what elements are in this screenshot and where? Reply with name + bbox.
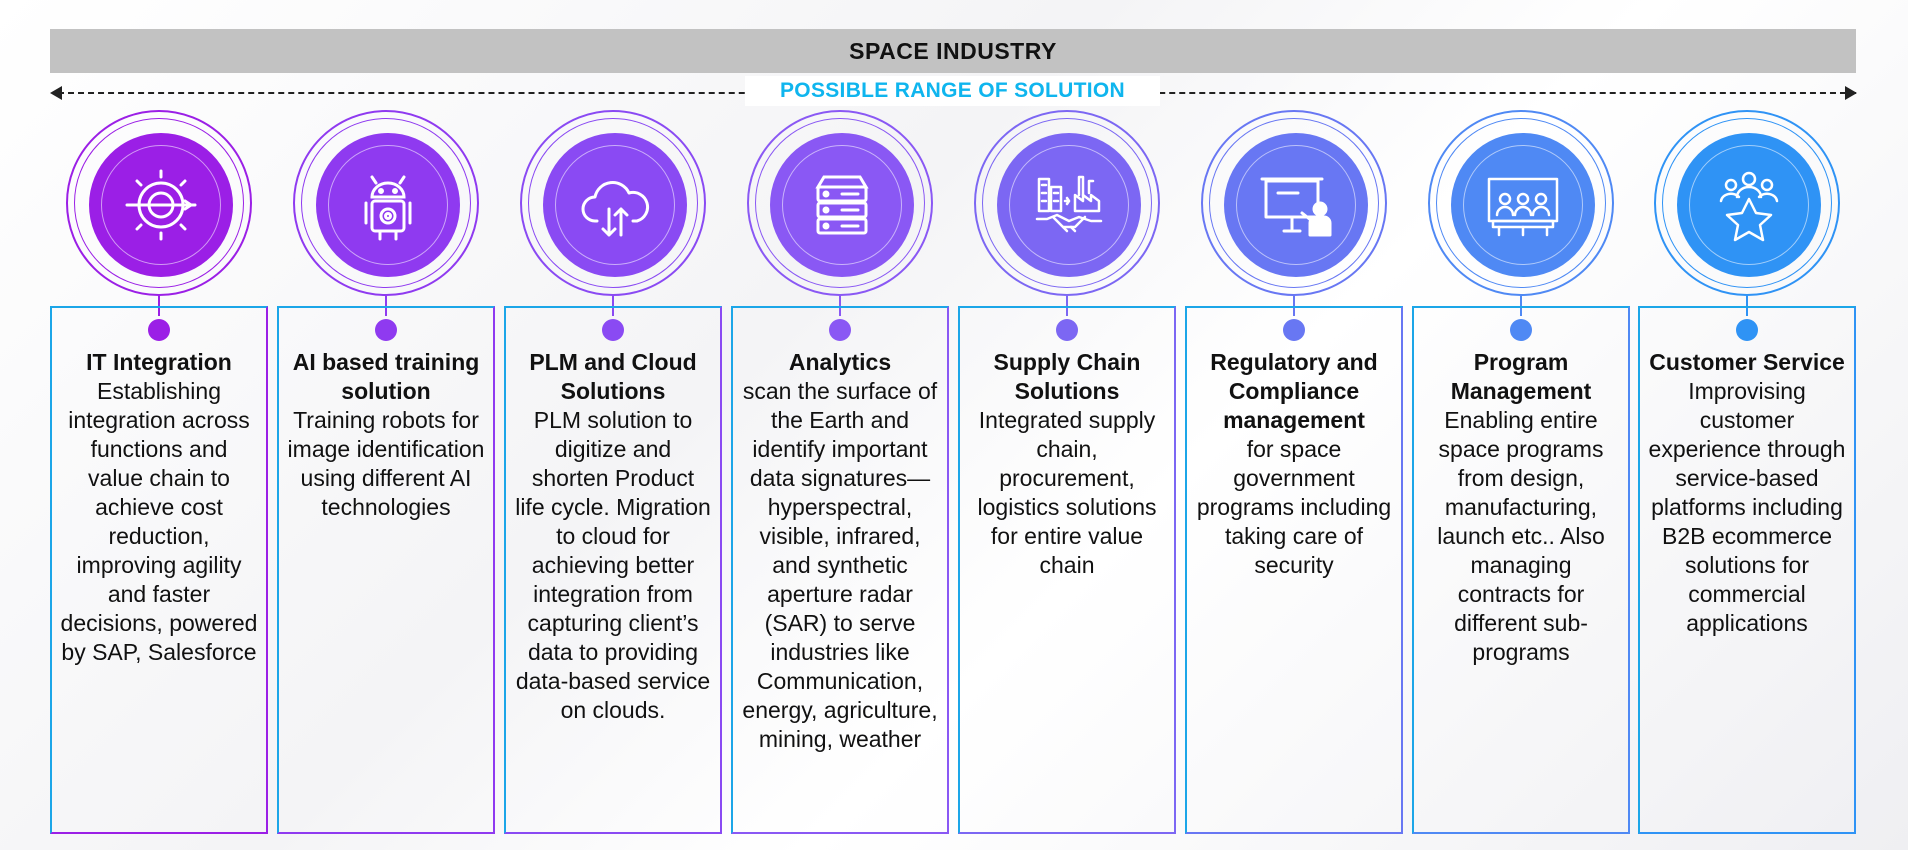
solution-box: IT Integration Establishing integration … [50,306,268,834]
icon-circle [293,110,479,296]
solution-description: scan the surface of the Earth and identi… [742,378,938,752]
connector-dot [1736,319,1758,341]
arrow-left-icon [50,86,62,100]
solution-box: Supply Chain Solutions Integrated supply… [958,306,1176,834]
solution-column-regulatory: Regulatory and Compliance management for… [1185,110,1403,834]
icon-circle [520,110,706,296]
solution-box: AI based training solution Training robo… [277,306,495,834]
connector-dot [829,319,851,341]
solution-title: AI based training solution [292,349,480,404]
connector-dot [1510,319,1532,341]
solution-title: IT Integration [86,349,232,375]
solution-column-analytics: Analytics scan the surface of the Earth … [731,110,949,834]
solution-title: Regulatory and Compliance management [1210,349,1378,433]
solution-description: PLM solution to digitize and shorten Pro… [515,407,711,723]
solution-column-program-management: Program Management Enabling entire space… [1412,110,1630,834]
presentation-board-icon [1260,177,1332,237]
solution-description: Establishing integration across function… [60,378,258,665]
solution-description: Training robots for image identification… [287,407,485,520]
solution-box: Analytics scan the surface of the Earth … [731,306,949,834]
arrow-right-icon [1845,86,1857,100]
solution-title: Program Management [1450,349,1592,404]
solution-column-plm-cloud: PLM and Cloud Solutions PLM solution to … [504,110,722,834]
solution-column-supply-chain: Supply Chain Solutions Integrated supply… [958,110,1176,834]
solution-box: Program Management Enabling entire space… [1412,306,1630,834]
factory-handshake-icon [1035,175,1103,233]
meeting-team-icon [1487,177,1559,237]
solution-box: PLM and Cloud Solutions PLM solution to … [504,306,722,834]
solution-box: Regulatory and Compliance management for… [1185,306,1403,834]
connector-dot [602,319,624,341]
customer-star-icon [1719,171,1779,242]
icon-circle [974,110,1160,296]
connector-dot [375,319,397,341]
solution-column-ai-training: AI based training solution Training robo… [277,110,495,834]
icon-circle [1201,110,1387,296]
solution-title: Analytics [788,349,892,375]
icon-circle [747,110,933,296]
solution-title: Customer Service [1649,349,1845,375]
solution-description: for space government programs including … [1196,436,1392,578]
icon-circle [66,110,252,296]
android-robot-gear-icon [364,175,412,241]
solution-description: Integrated supply chain, procurement, lo… [977,407,1157,578]
connector-dot [148,319,170,341]
connector-dot [1056,319,1078,341]
solution-title: Supply Chain Solutions [993,349,1141,404]
cloud-upload-download-icon [581,181,650,237]
range-label-text: POSSIBLE RANGE OF SOLUTION [780,79,1125,102]
gear-pencil-icon [125,169,197,241]
solution-description: Improvising customer experience through … [1648,378,1846,636]
solution-box: Customer Service Improvising customer ex… [1638,306,1856,834]
connector-dot [1283,319,1305,341]
solution-description: Enabling entire space programs from desi… [1437,407,1605,665]
page-title: SPACE INDUSTRY [849,37,1057,64]
server-rack-icon [815,175,869,235]
page-title-banner: SPACE INDUSTRY [50,29,1856,73]
solution-title: PLM and Cloud Solutions [529,349,697,404]
icon-circle [1654,110,1840,296]
icon-circle [1428,110,1614,296]
solution-column-it-integration: IT Integration Establishing integration … [50,110,268,834]
range-label: POSSIBLE RANGE OF SOLUTION [745,76,1160,106]
solution-column-customer-service: Customer Service Improvising customer ex… [1638,110,1856,834]
